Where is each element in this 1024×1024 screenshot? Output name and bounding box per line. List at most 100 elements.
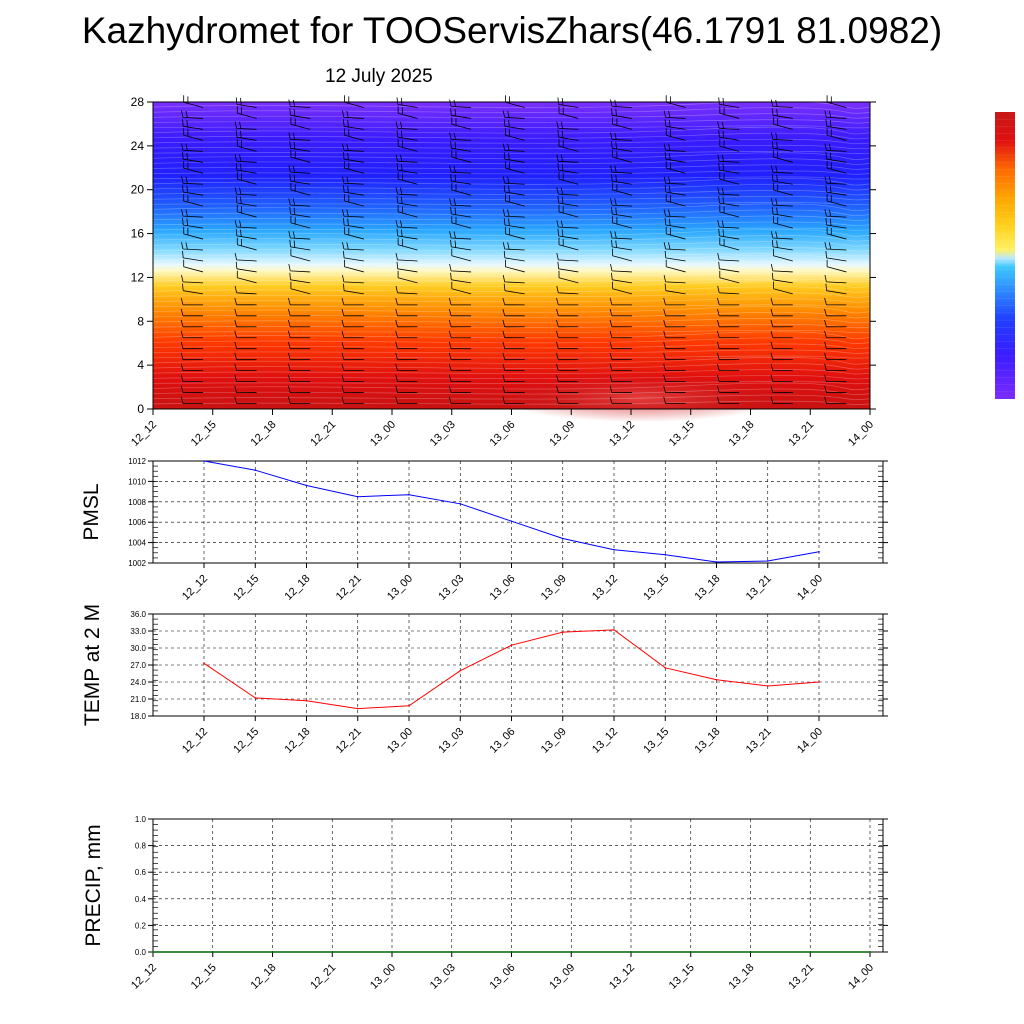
- wind-barb: [502, 352, 525, 361]
- y-axis-label: TEMP at 2 M: [81, 604, 104, 726]
- contour-line: [152, 241, 871, 247]
- wind-barb: [180, 374, 204, 382]
- data-point: [809, 951, 812, 953]
- wind-barb: [180, 385, 204, 393]
- wind-barb: [288, 374, 311, 382]
- x-tick-label: 13_12: [607, 962, 637, 992]
- wind-barb: [609, 396, 632, 404]
- wind-barb: [180, 341, 204, 350]
- wind-barb: [342, 110, 364, 119]
- wind-barb: [719, 172, 740, 185]
- wind-barb: [290, 281, 311, 295]
- wind-barb: [717, 319, 740, 328]
- contour-line: [152, 349, 871, 354]
- wind-barb: [770, 165, 793, 174]
- wind-barb: [341, 396, 364, 404]
- wind-barb: [824, 319, 847, 328]
- contour-line: [152, 209, 871, 216]
- wind-barb: [663, 374, 686, 382]
- data-point: [613, 629, 615, 631]
- data-point: [459, 503, 462, 505]
- wind-barb: [451, 183, 472, 196]
- contour-line: [152, 266, 871, 273]
- x-tick-label: 12_12: [129, 962, 159, 992]
- wind-barb: [288, 396, 311, 404]
- contour-line: [152, 330, 871, 334]
- wind-barb: [236, 172, 257, 185]
- wind-barb: [824, 176, 847, 185]
- wind-barb: [719, 139, 740, 152]
- wind-barb: [450, 108, 472, 119]
- wind-barb: [505, 259, 525, 273]
- wind-barb: [612, 183, 633, 196]
- wind-barb: [718, 228, 740, 240]
- wind-barb: [556, 121, 579, 130]
- wind-barb: [825, 152, 847, 163]
- wind-barb: [663, 143, 686, 152]
- contour-line: [152, 280, 871, 288]
- wind-barb: [288, 352, 311, 361]
- data-point: [869, 951, 871, 953]
- x-tick-label: 12_21: [334, 573, 364, 603]
- wind-barb: [610, 165, 632, 174]
- wind-barb: [611, 272, 632, 284]
- wind-barb: [182, 185, 204, 196]
- data-point: [356, 707, 359, 710]
- wind-barb: [341, 374, 364, 382]
- wind-barb: [234, 363, 257, 372]
- wind-barb: [448, 341, 472, 350]
- x-tick-label: 13_21: [786, 962, 816, 992]
- wind-barb: [502, 396, 525, 404]
- data-point: [459, 669, 462, 672]
- wind-barb: [824, 209, 847, 218]
- contour-line: [152, 355, 871, 359]
- wind-barb: [556, 352, 579, 361]
- wind-barb: [448, 396, 472, 404]
- data-point: [450, 951, 453, 953]
- wind-barb: [289, 239, 311, 251]
- wind-barb: [770, 374, 793, 382]
- wind-barb: [609, 308, 632, 317]
- wind-barb: [717, 330, 740, 339]
- wind-barb: [183, 259, 204, 273]
- wind-barb: [826, 194, 847, 207]
- x-tick-label: 13_06: [488, 419, 518, 449]
- wind-barb: [234, 220, 257, 229]
- data-point: [715, 678, 718, 681]
- contour-line: [152, 286, 871, 293]
- wind-barb: [396, 228, 418, 240]
- wind-barb: [557, 261, 579, 273]
- wind-barb: [450, 174, 472, 185]
- wind-barb: [773, 281, 793, 295]
- wind-barb: [609, 374, 632, 382]
- wind-barb: [556, 297, 579, 306]
- wind-barb: [502, 275, 525, 284]
- wind-barb: [395, 385, 418, 393]
- contour-line: [152, 260, 871, 268]
- data-point: [271, 951, 274, 953]
- wind-barb: [717, 154, 740, 163]
- wind-barb: [610, 198, 632, 207]
- contour-line: [152, 382, 871, 391]
- wind-barb: [397, 204, 418, 218]
- wind-barb: [183, 128, 204, 141]
- x-tick-label: 12_12: [180, 573, 210, 603]
- wind-barb: [556, 319, 579, 328]
- wind-barb: [824, 363, 847, 372]
- wind-barb: [609, 319, 632, 328]
- wind-barb: [609, 385, 632, 393]
- data-point: [408, 493, 410, 496]
- wind-barb: [448, 374, 472, 382]
- wind-barb: [288, 99, 311, 108]
- data-point: [689, 951, 692, 953]
- wind-barb: [235, 163, 257, 174]
- wind-barb: [502, 110, 525, 119]
- data-point: [766, 560, 769, 562]
- wind-barb: [825, 185, 847, 196]
- x-tick-label: 12_15: [231, 726, 261, 756]
- contour-line: [152, 138, 871, 145]
- y-tick-label: 1008: [128, 498, 146, 507]
- wind-barb: [502, 385, 525, 393]
- data-point: [510, 951, 513, 953]
